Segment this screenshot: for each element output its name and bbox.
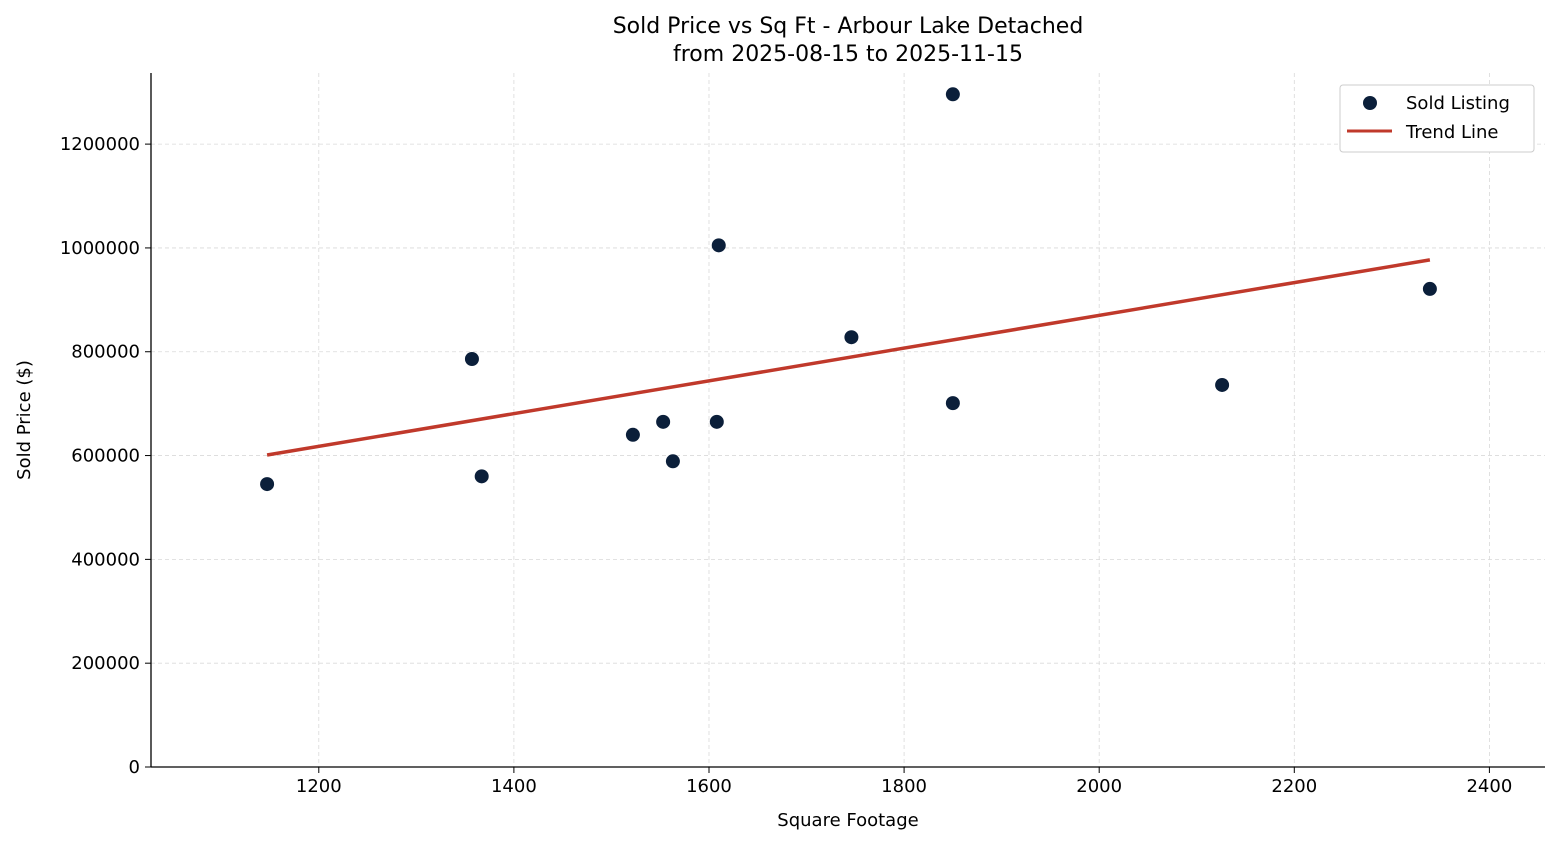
legend-box bbox=[1339, 84, 1535, 153]
x-axis-label: Square Footage bbox=[777, 810, 918, 831]
x-tick-label: 2200 bbox=[1271, 776, 1317, 797]
sold-listing-point bbox=[711, 238, 726, 253]
sold-listing-point bbox=[1215, 377, 1230, 392]
legend-label-trend-line: Trend Line bbox=[1405, 122, 1499, 143]
sold-listing-point bbox=[260, 477, 275, 492]
sold-listing-point bbox=[844, 330, 859, 345]
sold-listing-point bbox=[625, 427, 640, 442]
trend-line bbox=[266, 258, 1431, 457]
x-tick-label: 1400 bbox=[491, 776, 537, 797]
x-tick-label: 1200 bbox=[296, 776, 342, 797]
x-tick-label: 2400 bbox=[1466, 776, 1512, 797]
x-tick-label: 2000 bbox=[1076, 776, 1122, 797]
x-tick-label: 1800 bbox=[881, 776, 927, 797]
grid bbox=[151, 73, 1545, 768]
y-axis-label: Sold Price ($) bbox=[14, 360, 35, 480]
sold-listing-point bbox=[945, 87, 960, 102]
y-tick-label: 400000 bbox=[71, 549, 140, 570]
y-tick-label: 800000 bbox=[71, 342, 140, 363]
sold-listing-point bbox=[709, 414, 724, 429]
x-tick-label: 1600 bbox=[686, 776, 732, 797]
chart-title: Sold Price vs Sq Ft - Arbour Lake Detach… bbox=[613, 14, 1084, 39]
legend-marker-sold-listing bbox=[1363, 96, 1377, 110]
sold-listing-point bbox=[945, 396, 960, 411]
ticks: 1200 1400 1600 1800 2000 2200 2400 0 200000 40000… bbox=[60, 134, 1512, 797]
y-tick-label: 1000000 bbox=[60, 238, 140, 259]
sold-listing-point bbox=[474, 469, 489, 484]
y-tick-label: 1200000 bbox=[60, 134, 140, 155]
chart-subtitle: from 2025-08-15 to 2025-11-15 bbox=[673, 42, 1023, 67]
marks bbox=[260, 87, 1437, 492]
sold-listing-point bbox=[656, 414, 671, 429]
sold-listing-point bbox=[464, 352, 479, 367]
sold-listing-point bbox=[1422, 281, 1437, 296]
y-tick-label: 600000 bbox=[71, 446, 140, 467]
legend-label-sold-listing: Sold Listing bbox=[1406, 93, 1510, 114]
y-tick-label: 200000 bbox=[71, 653, 140, 674]
legend: Sold Listing Trend Line bbox=[1339, 84, 1535, 153]
y-tick-label: 0 bbox=[129, 757, 140, 778]
sold-listing-point bbox=[665, 454, 680, 469]
